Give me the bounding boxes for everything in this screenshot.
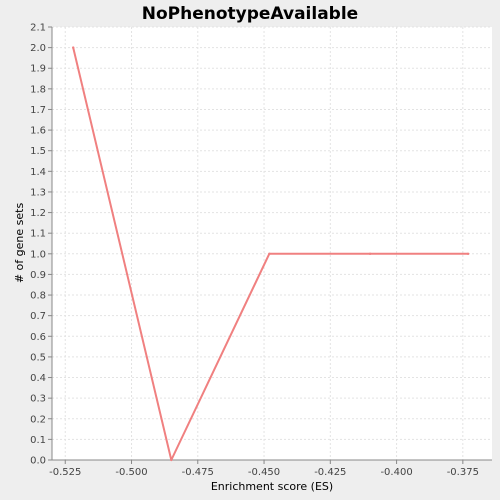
y-tick-label: 1.0 xyxy=(30,249,46,260)
y-tick-label: 1.4 xyxy=(30,167,46,178)
x-tick-label: -0.375 xyxy=(447,467,479,478)
y-tick-label: 0.9 xyxy=(30,270,46,281)
y-tick-label: 0.4 xyxy=(30,373,46,384)
y-tick-label: 1.3 xyxy=(30,187,46,198)
series-lines xyxy=(72,46,470,462)
data-point xyxy=(466,252,470,256)
y-tick-label: 0.8 xyxy=(30,291,46,302)
plot-area xyxy=(52,27,492,460)
y-axis-label: # of gene sets xyxy=(13,203,26,284)
x-tick-label: -0.450 xyxy=(248,467,280,478)
x-tick-label: -0.500 xyxy=(115,467,147,478)
axes: 0.0 0.1 0.2 0.3 0.4 0.5 0.6 0.7 0.8 0.9 1.0 1.1 1.2 1… xyxy=(30,23,492,478)
data-point xyxy=(368,252,372,256)
y-tick-label: 0.2 xyxy=(30,414,46,425)
y-tick-label: 1.5 xyxy=(30,146,46,157)
data-point xyxy=(72,46,75,49)
y-tick-label: 0.6 xyxy=(30,332,46,343)
y-tick-label: 1.8 xyxy=(30,84,46,95)
y-tick-label: 0.0 xyxy=(30,456,46,467)
data-point xyxy=(170,458,173,462)
y-tick-label: 1.1 xyxy=(30,229,46,240)
x-tick-label: -0.400 xyxy=(380,467,412,478)
x-tick-label: -0.425 xyxy=(314,467,346,478)
y-tick-label: 0.5 xyxy=(30,352,46,363)
data-point xyxy=(268,252,271,256)
y-tick-label: 0.7 xyxy=(30,311,46,322)
y-tick-label: 1.6 xyxy=(30,126,46,137)
x-tick-label: -0.475 xyxy=(182,467,214,478)
y-tick-label: 2.0 xyxy=(30,43,46,54)
x-axis-label: Enrichment score (ES) xyxy=(211,480,333,493)
x-tick-label: -0.525 xyxy=(49,467,81,478)
chart-title: NoPhenotypeAvailable xyxy=(142,4,358,24)
y-tick-label: 1.7 xyxy=(30,105,46,116)
y-tick-label: 2.1 xyxy=(30,23,46,34)
y-tick-label: 0.3 xyxy=(30,394,46,405)
y-tick-label: 1.9 xyxy=(30,64,46,75)
y-tick-label: 1.2 xyxy=(30,208,46,219)
y-tick-label: 0.1 xyxy=(30,435,46,446)
